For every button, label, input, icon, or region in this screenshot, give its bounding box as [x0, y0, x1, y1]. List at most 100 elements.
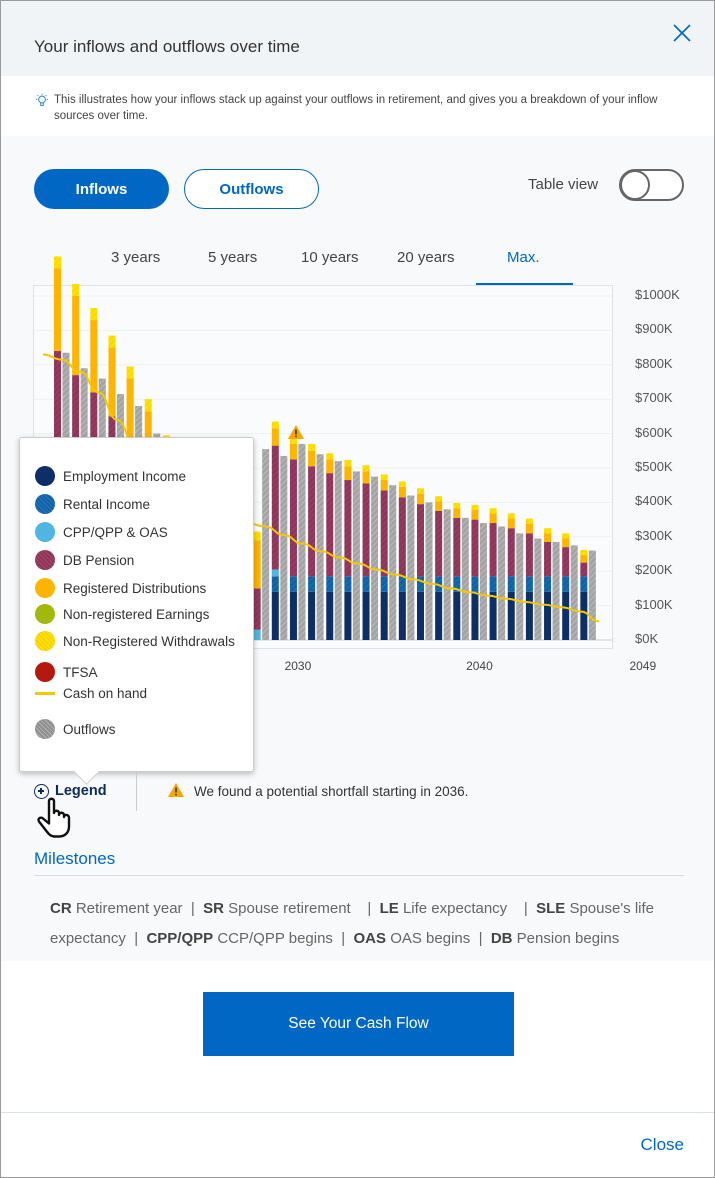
bar-rental[interactable] [525, 576, 533, 592]
bar-nonreg_withdrawals[interactable] [108, 335, 116, 348]
bar-registered[interactable] [435, 501, 443, 511]
bar-nonreg_withdrawals[interactable] [144, 399, 152, 412]
bar-cpp[interactable] [271, 569, 279, 577]
bar-outflows[interactable] [298, 443, 306, 640]
bar-registered[interactable] [253, 540, 261, 589]
bar-outflows[interactable] [588, 550, 596, 640]
bar-db[interactable] [544, 541, 552, 577]
bar-rental[interactable] [326, 576, 334, 592]
bar-rental[interactable] [362, 576, 370, 592]
bar-registered[interactable] [108, 347, 116, 417]
bar-employment[interactable] [326, 591, 334, 640]
bar-db[interactable] [271, 445, 279, 570]
bar-rental[interactable] [398, 576, 406, 592]
bar-rental[interactable] [308, 576, 316, 592]
bar-employment[interactable] [507, 591, 515, 640]
bar-outflows[interactable] [552, 541, 560, 640]
bar-outflows[interactable] [534, 538, 542, 640]
bar-rental[interactable] [489, 576, 497, 592]
bar-registered[interactable] [344, 466, 352, 481]
table-view-toggle[interactable] [619, 169, 684, 201]
bar-outflows[interactable] [262, 449, 270, 640]
close-icon[interactable] [672, 23, 692, 43]
inflows-button[interactable]: Inflows [34, 169, 169, 209]
bar-outflows[interactable] [334, 461, 342, 640]
bar-registered[interactable] [544, 533, 552, 542]
bar-rental[interactable] [380, 576, 388, 592]
bar-nonreg_withdrawals[interactable] [562, 533, 570, 539]
bar-nonreg_withdrawals[interactable] [54, 256, 61, 269]
bar-nonreg_withdrawals[interactable] [417, 488, 424, 494]
tab-max[interactable]: Max. [507, 249, 540, 266]
bar-rental[interactable] [580, 576, 588, 592]
bar-outflows[interactable] [461, 517, 469, 640]
tab-3-years[interactable]: 3 years [111, 249, 161, 266]
bar-nonreg_withdrawals[interactable] [471, 504, 479, 510]
bar-nonreg_withdrawals[interactable] [308, 443, 316, 451]
bar-db[interactable] [471, 519, 479, 577]
bar-outflows[interactable] [570, 545, 578, 640]
bar-db[interactable] [417, 504, 424, 577]
bar-rental[interactable] [544, 576, 552, 592]
bar-registered[interactable] [471, 509, 479, 520]
bar-nonreg_withdrawals[interactable] [90, 308, 98, 321]
bar-outflows[interactable] [389, 485, 397, 640]
bar-rental[interactable] [344, 576, 352, 592]
bar-db[interactable] [398, 497, 406, 577]
bar-registered[interactable] [326, 459, 334, 474]
bar-nonreg_withdrawals[interactable] [362, 465, 370, 472]
bar-registered[interactable] [417, 493, 424, 505]
bar-outflows[interactable] [443, 509, 451, 640]
bar-employment[interactable] [417, 591, 424, 640]
bar-nonreg_withdrawals[interactable] [453, 503, 461, 509]
bar-registered[interactable] [453, 508, 461, 518]
tab-20-years[interactable]: 20 years [397, 249, 455, 266]
bar-employment[interactable] [289, 591, 297, 640]
bar-db[interactable] [562, 547, 570, 577]
bar-registered[interactable] [562, 538, 570, 548]
tab-5-years[interactable]: 5 years [208, 249, 258, 266]
legend-button[interactable]: Legend [34, 783, 107, 799]
bar-employment[interactable] [489, 591, 497, 640]
bar-nonreg_withdrawals[interactable] [544, 528, 552, 534]
bar-employment[interactable] [471, 591, 479, 640]
bar-db[interactable] [580, 562, 588, 577]
bar-employment[interactable] [435, 591, 443, 640]
bar-registered[interactable] [271, 428, 279, 446]
bar-db[interactable] [453, 517, 461, 577]
bar-nonreg_withdrawals[interactable] [253, 531, 261, 541]
bar-employment[interactable] [344, 591, 352, 640]
bar-outflows[interactable] [407, 495, 415, 640]
bar-nonreg_withdrawals[interactable] [435, 496, 443, 502]
bar-rental[interactable] [471, 576, 479, 592]
outflows-button[interactable]: Outflows [184, 169, 319, 209]
bar-db[interactable] [507, 528, 515, 577]
bar-db[interactable] [308, 466, 316, 577]
bar-nonreg_withdrawals[interactable] [326, 453, 334, 460]
bar-nonreg_withdrawals[interactable] [525, 518, 533, 524]
bar-db[interactable] [289, 459, 297, 577]
bar-nonreg_withdrawals[interactable] [507, 513, 515, 519]
close-button[interactable]: Close [640, 1135, 684, 1154]
bar-registered[interactable] [72, 296, 80, 376]
bar-registered[interactable] [525, 523, 533, 534]
bar-outflows[interactable] [516, 533, 524, 640]
bar-registered[interactable] [380, 480, 388, 491]
bar-employment[interactable] [362, 591, 370, 640]
bar-outflows[interactable] [425, 502, 433, 640]
bar-outflows[interactable] [498, 526, 506, 640]
bar-nonreg_withdrawals[interactable] [271, 421, 279, 429]
bar-db[interactable] [362, 483, 370, 577]
bar-db[interactable] [435, 511, 443, 577]
bar-db[interactable] [344, 480, 352, 577]
bar-registered[interactable] [308, 450, 316, 467]
bar-registered[interactable] [362, 471, 370, 484]
bar-employment[interactable] [580, 591, 588, 640]
bar-employment[interactable] [398, 591, 406, 640]
bar-rental[interactable] [453, 576, 461, 592]
bar-nonreg_withdrawals[interactable] [344, 460, 352, 467]
bar-registered[interactable] [54, 268, 61, 352]
bar-db[interactable] [489, 523, 497, 577]
bar-registered[interactable] [398, 486, 406, 498]
bar-nonreg_withdrawals[interactable] [580, 549, 588, 556]
